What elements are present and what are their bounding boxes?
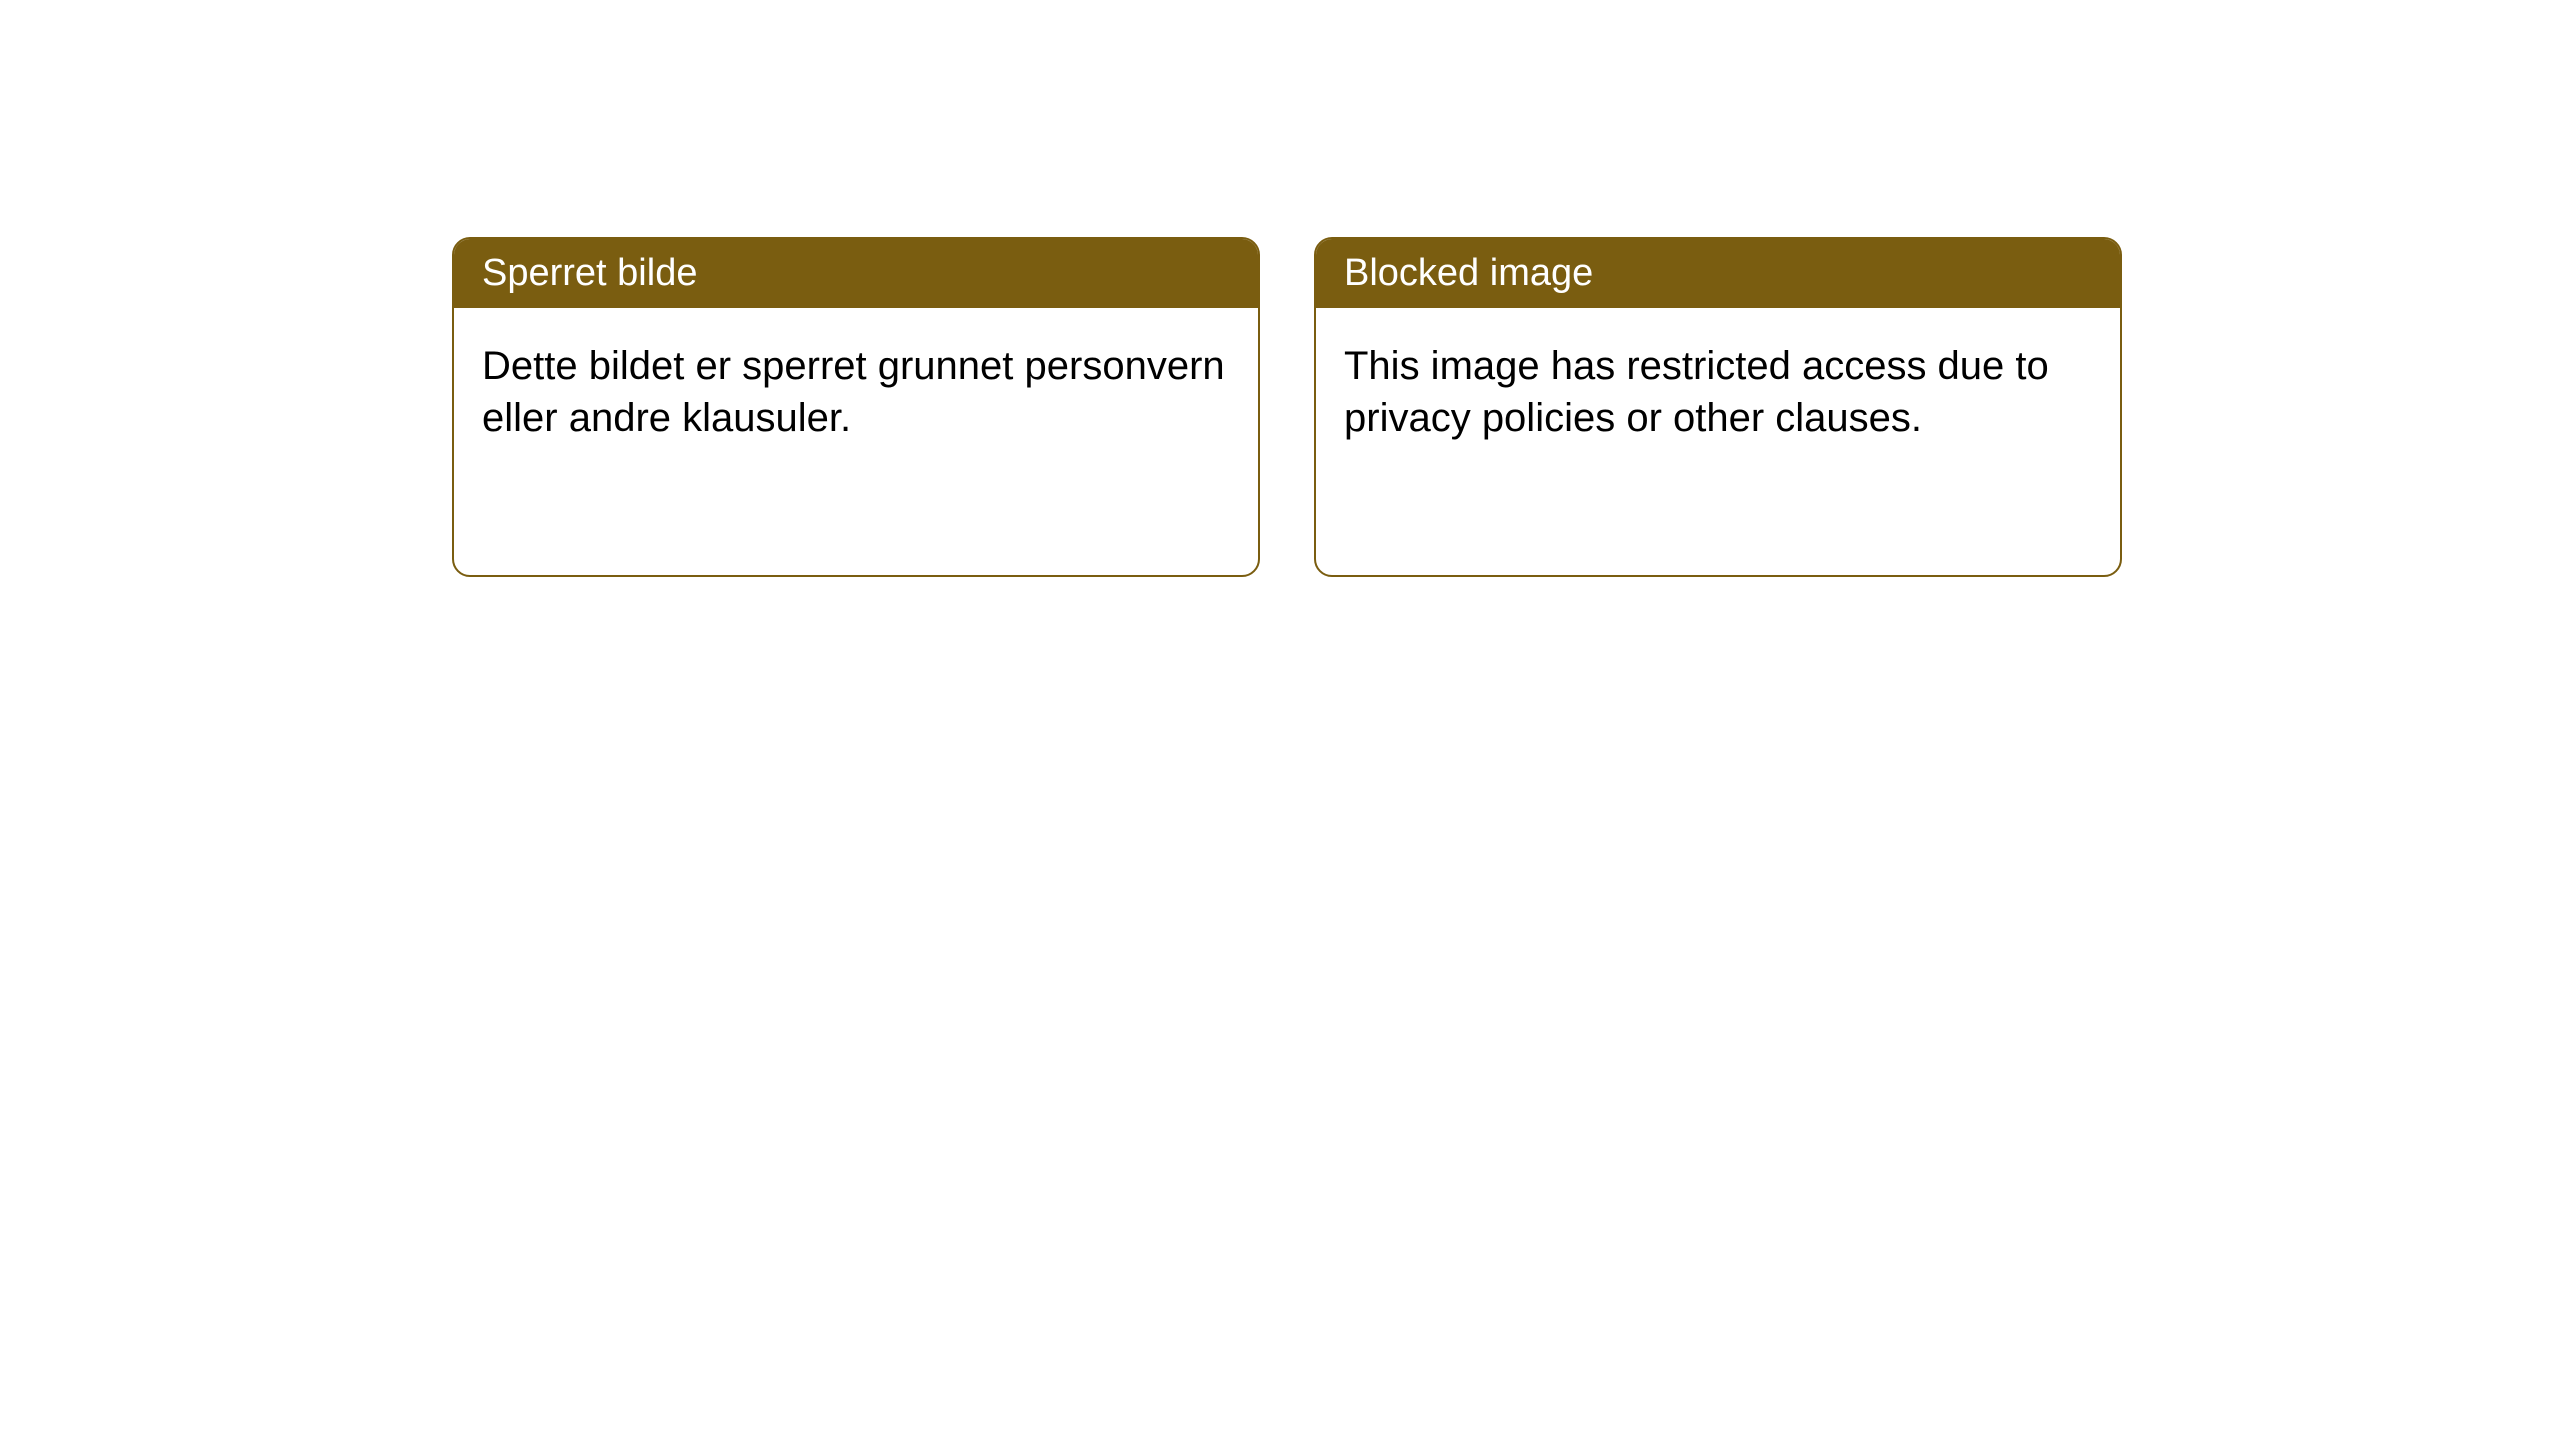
notice-header: Blocked image: [1316, 239, 2120, 308]
notice-card-norwegian: Sperret bilde Dette bildet er sperret gr…: [452, 237, 1260, 577]
notice-title: Sperret bilde: [482, 252, 697, 294]
notice-container: Sperret bilde Dette bildet er sperret gr…: [452, 237, 2122, 577]
notice-body: This image has restricted access due to …: [1316, 308, 2120, 476]
notice-header: Sperret bilde: [454, 239, 1258, 308]
notice-title: Blocked image: [1344, 252, 1593, 294]
notice-body: Dette bildet er sperret grunnet personve…: [454, 308, 1258, 476]
notice-body-text: Dette bildet er sperret grunnet personve…: [482, 344, 1225, 440]
notice-body-text: This image has restricted access due to …: [1344, 344, 2049, 440]
notice-card-english: Blocked image This image has restricted …: [1314, 237, 2122, 577]
